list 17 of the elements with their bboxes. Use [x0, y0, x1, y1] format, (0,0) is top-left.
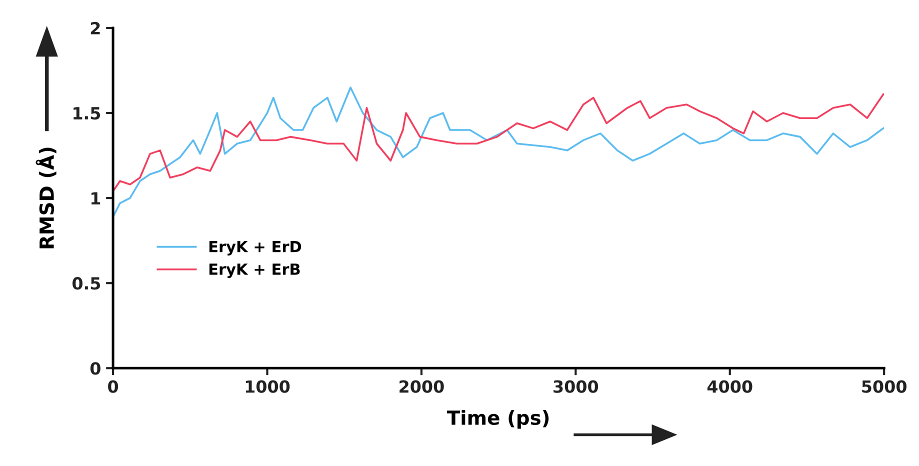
x-tick-label: 1000 — [246, 380, 290, 393]
y-tick-label: 1 — [92, 192, 100, 204]
x-tick-label: 3000 — [554, 380, 598, 393]
y-tick-label: 0.5 — [72, 277, 100, 290]
line-series — [113, 93, 884, 192]
legend-label: EryK + ErD — [209, 241, 302, 256]
line-series — [113, 86, 884, 218]
legend-label: EryK + ErB — [209, 264, 300, 278]
x-tick-label: 2000 — [400, 380, 444, 393]
x-tick-label: 4000 — [707, 380, 752, 393]
x-axis-title: Time (ps) — [446, 410, 549, 429]
y-tick-label: 0 — [90, 362, 100, 375]
x-tick-label: 5000 — [862, 380, 906, 393]
y-tick-label: 2 — [90, 22, 100, 34]
y-axis-title: RMSD (Å) — [36, 148, 56, 248]
y-tick-label: 1.5 — [74, 107, 100, 120]
x-tick-label: 0 — [108, 380, 118, 393]
